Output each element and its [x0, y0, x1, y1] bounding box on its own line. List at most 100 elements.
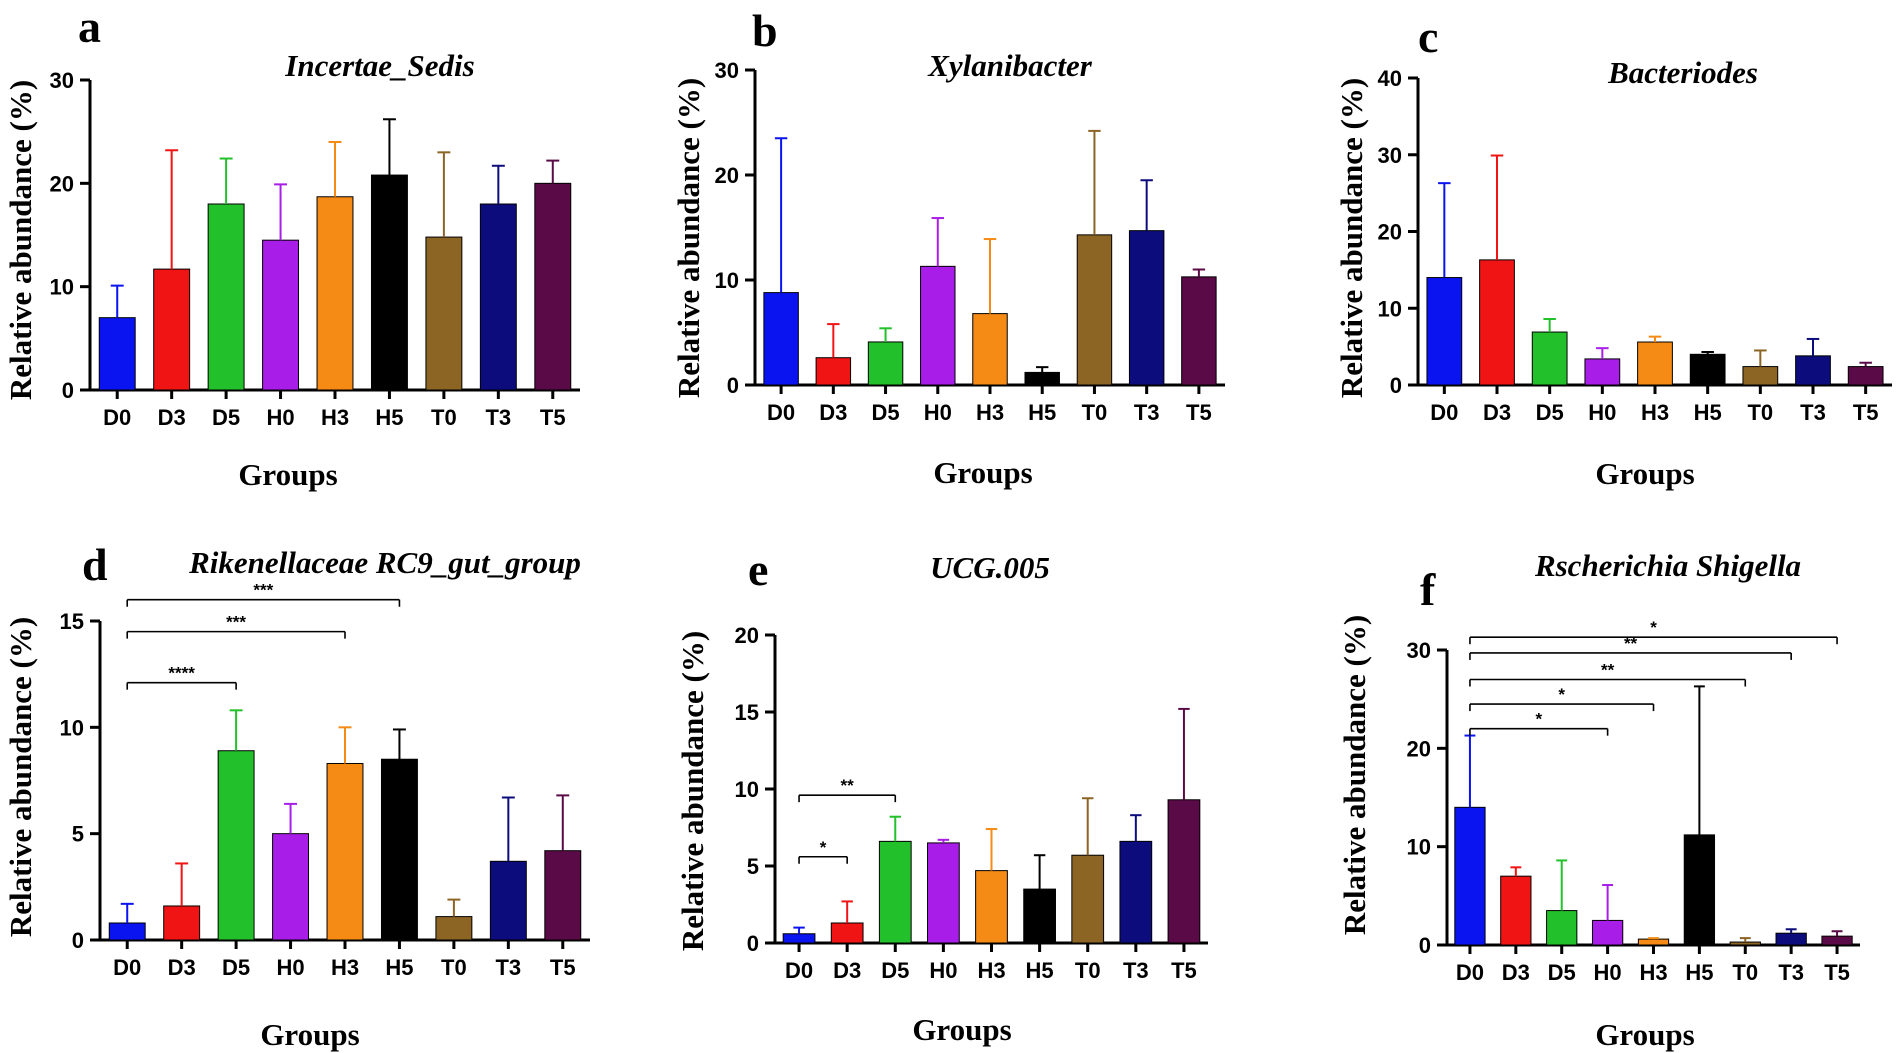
- bar: [479, 203, 517, 391]
- y-tick-label: 0: [62, 378, 74, 403]
- x-tick-label: H5: [375, 405, 403, 430]
- bar: [830, 922, 864, 944]
- x-tick-label: H3: [976, 400, 1004, 425]
- x-tick-label: H3: [331, 955, 359, 980]
- bar: [815, 357, 852, 386]
- significance-label: *: [820, 838, 827, 857]
- bar: [544, 850, 582, 941]
- bar: [1847, 366, 1884, 386]
- y-tick-label: 15: [735, 700, 759, 725]
- bar: [108, 922, 146, 941]
- y-tick-label: 30: [50, 68, 74, 93]
- significance-label: **: [1624, 634, 1638, 653]
- bar: [1500, 875, 1532, 946]
- bar: [1742, 366, 1779, 386]
- y-tick-label: 0: [727, 373, 739, 398]
- x-tick-label: D3: [1483, 400, 1511, 425]
- x-tick-label: H3: [1641, 400, 1669, 425]
- y-axis-label: Relative abundance (%): [3, 80, 38, 400]
- x-tick-label: D0: [103, 405, 131, 430]
- bar: [975, 870, 1008, 944]
- x-tick-label: D5: [222, 955, 250, 980]
- x-tick-label: D3: [158, 405, 186, 430]
- significance-label: **: [1601, 661, 1615, 680]
- x-tick-label: T3: [1800, 400, 1826, 425]
- y-tick-label: 10: [60, 715, 84, 740]
- x-tick-label: D3: [833, 958, 861, 983]
- x-tick-label: H5: [1694, 400, 1722, 425]
- y-tick-label: 5: [747, 854, 759, 879]
- panel-letter: f: [1420, 564, 1436, 615]
- x-tick-label: D0: [767, 400, 795, 425]
- x-tick-label: H0: [266, 405, 294, 430]
- bar: [370, 174, 408, 391]
- x-tick-label: T5: [1824, 960, 1850, 985]
- chart-panel-b: b Xylanibacter 0 10 20 30 D0 D3 D5 H0 H3 H5 T0 T3 T5 Gr…: [671, 5, 1225, 490]
- x-tick-label: H0: [924, 400, 952, 425]
- y-tick-label: 20: [1378, 220, 1402, 245]
- bar: [1584, 358, 1621, 386]
- x-tick-label: T0: [1075, 958, 1101, 983]
- x-tick-label: T5: [550, 955, 576, 980]
- y-tick-label: 0: [1419, 933, 1431, 958]
- bar: [1119, 840, 1153, 944]
- bar: [435, 916, 473, 941]
- x-tick-label: H0: [1588, 400, 1616, 425]
- significance-label: *: [1558, 685, 1565, 704]
- x-tick-label: T0: [1082, 400, 1108, 425]
- x-tick-label: T3: [1123, 958, 1149, 983]
- y-tick-label: 0: [1390, 373, 1402, 398]
- x-tick-label: H5: [1685, 960, 1713, 985]
- x-axis-label: Groups: [933, 455, 1032, 490]
- y-tick-label: 40: [1378, 66, 1402, 91]
- bar: [1683, 834, 1716, 946]
- bar: [207, 203, 245, 391]
- bar: [272, 833, 310, 941]
- bar: [1181, 276, 1217, 386]
- x-tick-label: T0: [441, 955, 467, 980]
- x-tick-label: D0: [1430, 400, 1458, 425]
- x-tick-label: D5: [212, 405, 240, 430]
- bar: [380, 758, 418, 941]
- x-tick-label: D3: [819, 400, 847, 425]
- y-tick-label: 20: [1407, 736, 1431, 761]
- bar: [1454, 806, 1486, 946]
- chart-title: Incertae_Sedis: [284, 48, 474, 83]
- x-tick-label: D0: [1456, 960, 1484, 985]
- x-tick-label: D5: [1548, 960, 1576, 985]
- x-tick-label: T5: [1853, 400, 1879, 425]
- y-axis-label: Relative abundance (%): [675, 631, 710, 951]
- bar: [1591, 919, 1624, 946]
- bar: [763, 292, 799, 386]
- bar: [927, 842, 960, 944]
- bar: [1071, 854, 1105, 944]
- y-tick-label: 30: [715, 58, 739, 83]
- y-tick-label: 10: [735, 777, 759, 802]
- x-tick-label: H5: [385, 955, 413, 980]
- y-tick-label: 10: [1378, 296, 1402, 321]
- significance-label: ****: [168, 664, 195, 683]
- panel-letter: c: [1418, 11, 1438, 62]
- bar: [1821, 935, 1853, 946]
- x-tick-label: H3: [321, 405, 349, 430]
- x-tick-label: T5: [1186, 400, 1212, 425]
- x-tick-label: T0: [1747, 400, 1773, 425]
- panel-letter: e: [748, 544, 768, 595]
- x-tick-label: T0: [431, 405, 457, 430]
- x-axis-label: Groups: [1595, 456, 1694, 491]
- bar: [98, 317, 136, 391]
- x-tick-label: T0: [1732, 960, 1758, 985]
- x-axis-label: Groups: [912, 1012, 1011, 1047]
- significance-label: *: [1535, 710, 1542, 729]
- bar: [1689, 353, 1726, 386]
- x-axis-label: Groups: [260, 1017, 359, 1052]
- significance-label: ***: [226, 613, 246, 632]
- x-tick-label: D5: [871, 400, 899, 425]
- y-tick-label: 20: [715, 163, 739, 188]
- bar: [153, 268, 191, 391]
- y-tick-label: 5: [72, 822, 84, 847]
- y-axis-label: Relative abundance (%): [3, 617, 38, 937]
- bar: [217, 750, 255, 941]
- x-tick-label: T3: [485, 405, 511, 430]
